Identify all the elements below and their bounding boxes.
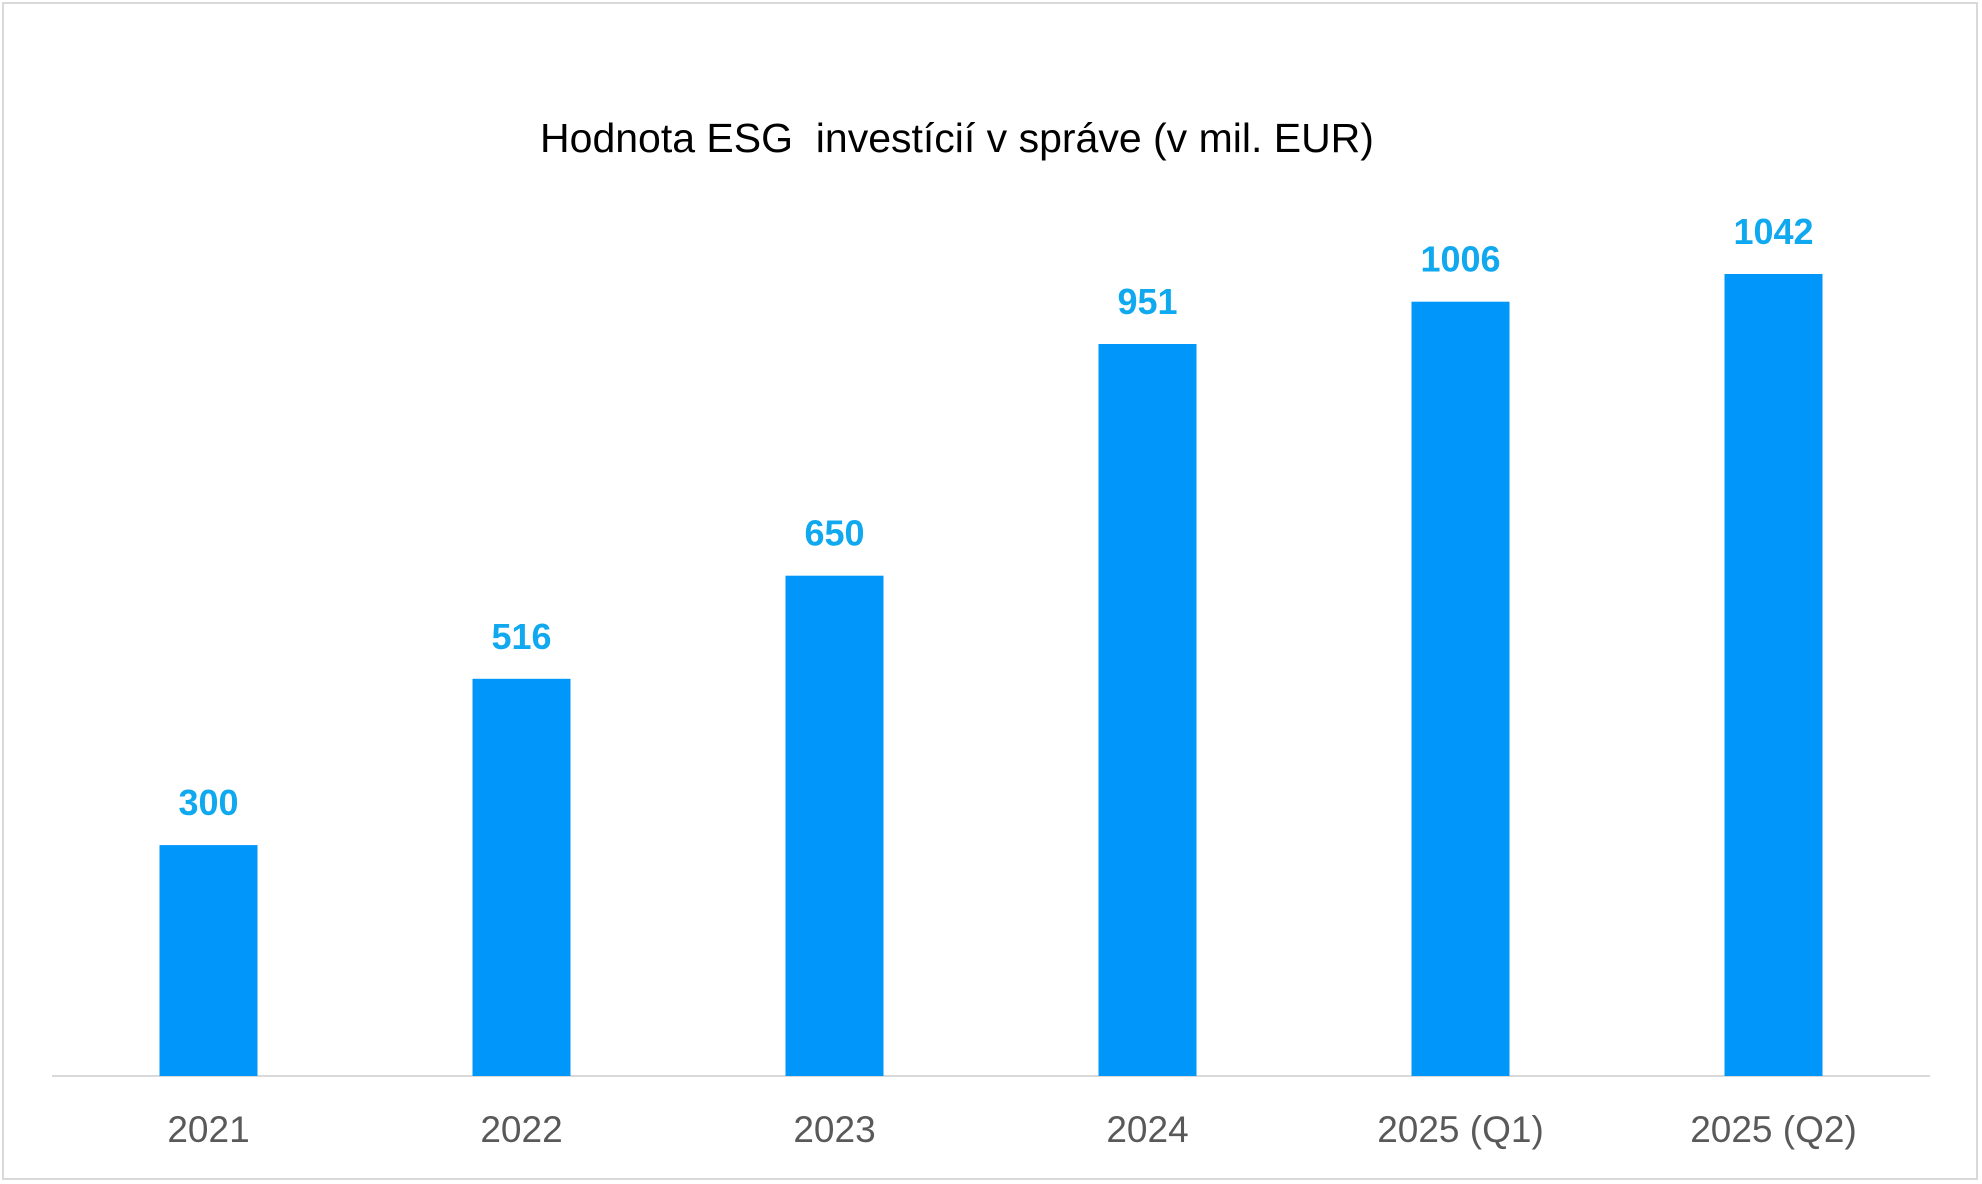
value-label-0: 300 xyxy=(178,782,238,823)
value-label-4: 1006 xyxy=(1420,239,1500,280)
value-label-3: 951 xyxy=(1117,281,1177,322)
bar-5 xyxy=(1724,274,1823,1076)
category-label-1: 2022 xyxy=(480,1109,562,1150)
chart-title: Hodnota ESG investícií v správe (v mil. … xyxy=(540,115,1374,161)
value-label-2: 650 xyxy=(804,513,864,554)
bar-1 xyxy=(472,678,571,1076)
category-labels-group: 2021 2022 2023 2024 2025 (Q1) 2025 (Q2) xyxy=(167,1109,1856,1150)
bar-2 xyxy=(785,575,884,1076)
category-label-0: 2021 xyxy=(167,1109,249,1150)
category-label-3: 2024 xyxy=(1106,1109,1188,1150)
bar-0 xyxy=(159,845,258,1076)
category-label-4: 2025 (Q1) xyxy=(1377,1109,1544,1150)
value-label-1: 516 xyxy=(491,616,551,657)
bar-3 xyxy=(1098,344,1197,1076)
category-label-5: 2025 (Q2) xyxy=(1690,1109,1857,1150)
value-label-5: 1042 xyxy=(1733,211,1813,252)
bar-4 xyxy=(1411,301,1510,1076)
value-labels-group: 300 516 650 951 1006 1042 xyxy=(178,211,1813,823)
bars-group xyxy=(159,274,1823,1076)
category-label-2: 2023 xyxy=(793,1109,875,1150)
